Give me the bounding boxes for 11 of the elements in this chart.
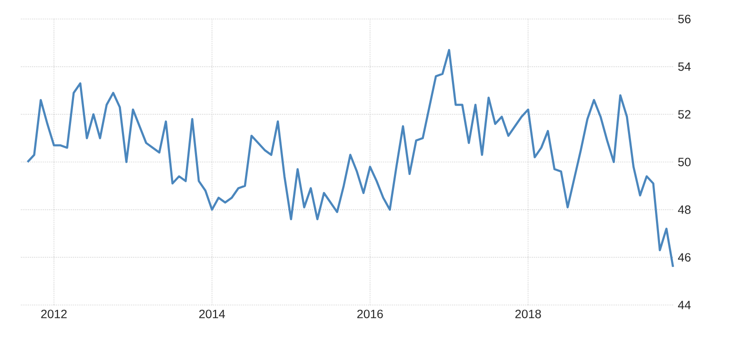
y-tick-label: 50 bbox=[678, 158, 691, 166]
x-tick-label: 2018 bbox=[515, 310, 541, 318]
x-tick-label: 2016 bbox=[357, 310, 383, 318]
y-tick-label: 56 bbox=[678, 14, 691, 24]
y-tick-label: 44 bbox=[678, 300, 691, 310]
x-tick-label: 2014 bbox=[199, 310, 225, 318]
y-tick-label: 54 bbox=[678, 62, 691, 71]
y-tick-label: 52 bbox=[678, 110, 690, 119]
y-tick-label: 46 bbox=[678, 253, 691, 262]
x-tick-label: 2012 bbox=[41, 310, 67, 318]
y-tick-label: 48 bbox=[678, 205, 691, 214]
